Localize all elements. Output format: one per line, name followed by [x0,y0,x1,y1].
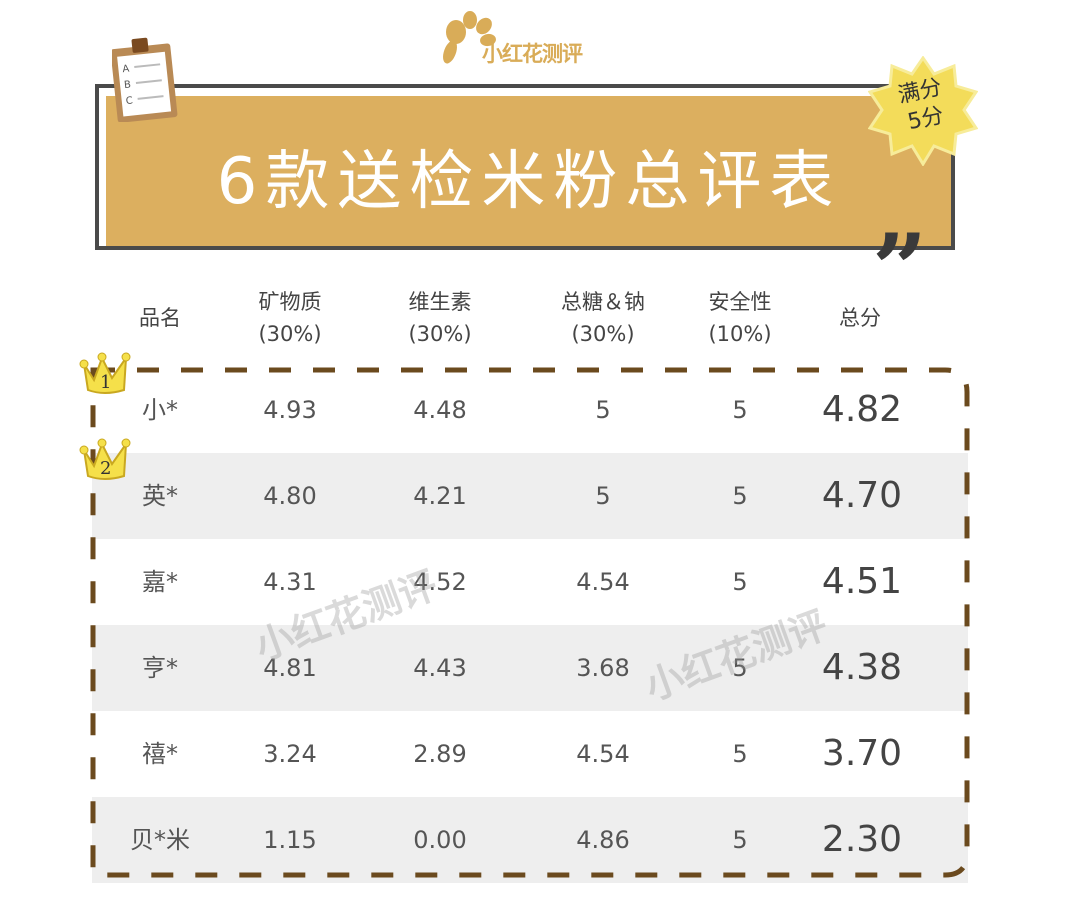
table-dashed-border [90,367,970,878]
header-vitamins: 维生素 (30%) [408,290,472,346]
table-row: 小* 4.93 4.48 5 5 4.82 [92,367,968,453]
cell-minerals: 1.15 [263,826,317,854]
rank-number: 2 [100,458,111,479]
table-row: 亨* 4.81 4.43 3.68 5 4.38 [92,625,968,711]
cell-safety: 5 [732,654,748,682]
header-total: 总分 [839,306,881,330]
cell-total: 4.82 [821,389,903,430]
table-row: 英* 4.80 4.21 5 5 4.70 [92,453,968,539]
cell-vitamins: 0.00 [413,826,467,854]
cell-name: 贝*米 [130,826,190,854]
cell-total: 4.38 [821,647,903,688]
cell-name: 嘉* [142,568,178,596]
svg-text:B: B [124,79,132,91]
full-score-badge: 满分 5分 [867,55,979,167]
brand-logo: 小红花测评 [440,10,610,72]
cell-vitamins: 4.43 [413,654,467,682]
table-row: 禧* 3.24 2.89 4.54 5 3.70 [92,711,968,797]
header-sugar-sodium: 总糖＆钠 (30%) [561,290,645,346]
cell-vitamins: 2.89 [413,740,467,768]
cell-name: 小* [142,396,178,424]
cell-sugar-sodium: 3.68 [576,654,630,682]
cell-vitamins: 4.48 [413,396,467,424]
svg-text:A: A [122,64,130,76]
cell-minerals: 4.31 [263,568,317,596]
cell-sugar-sodium: 5 [595,396,611,424]
cell-sugar-sodium: 4.86 [576,826,630,854]
cell-vitamins: 4.52 [413,568,467,596]
cell-total: 4.51 [821,561,903,602]
cell-total: 4.70 [821,475,903,516]
flower-icon [443,11,496,64]
cell-minerals: 4.80 [263,482,317,510]
cell-total: 3.70 [821,733,903,774]
cell-total: 2.30 [821,819,903,860]
logo-text: 小红花测评 [482,42,583,66]
svg-text:C: C [125,95,133,107]
cell-safety: 5 [732,740,748,768]
cell-sugar-sodium: 4.54 [576,740,630,768]
cell-safety: 5 [732,396,748,424]
badge-line2: 5分 [905,103,947,136]
cell-vitamins: 4.21 [413,482,467,510]
cell-safety: 5 [732,568,748,596]
cell-name: 亨* [142,654,178,682]
cell-sugar-sodium: 5 [595,482,611,510]
crown-rank-icon: 2 [78,436,134,482]
cell-safety: 5 [732,482,748,510]
cell-minerals: 4.93 [263,396,317,424]
cell-sugar-sodium: 4.54 [576,568,630,596]
crown-rank-icon: 1 [78,350,134,396]
header-minerals: 矿物质 (30%) [258,290,322,346]
rank-number: 1 [100,372,111,393]
table-row: 嘉* 4.31 4.52 4.54 5 4.51 [92,539,968,625]
cell-name: 禧* [142,740,178,768]
page-title: 6款送检米粉总评表 [216,145,842,219]
cell-minerals: 4.81 [263,654,317,682]
table-row: 贝*米 1.15 0.00 4.86 5 2.30 [92,797,968,883]
header-name: 品名 [139,306,181,330]
header-safety: 安全性 (10%) [708,290,772,346]
starburst-icon [867,55,979,167]
cell-safety: 5 [732,826,748,854]
quote-mark-icon: ” [872,213,928,326]
cell-minerals: 3.24 [263,740,317,768]
cell-name: 英* [142,482,178,510]
banner-frame [95,84,955,250]
banner-background [106,96,952,250]
